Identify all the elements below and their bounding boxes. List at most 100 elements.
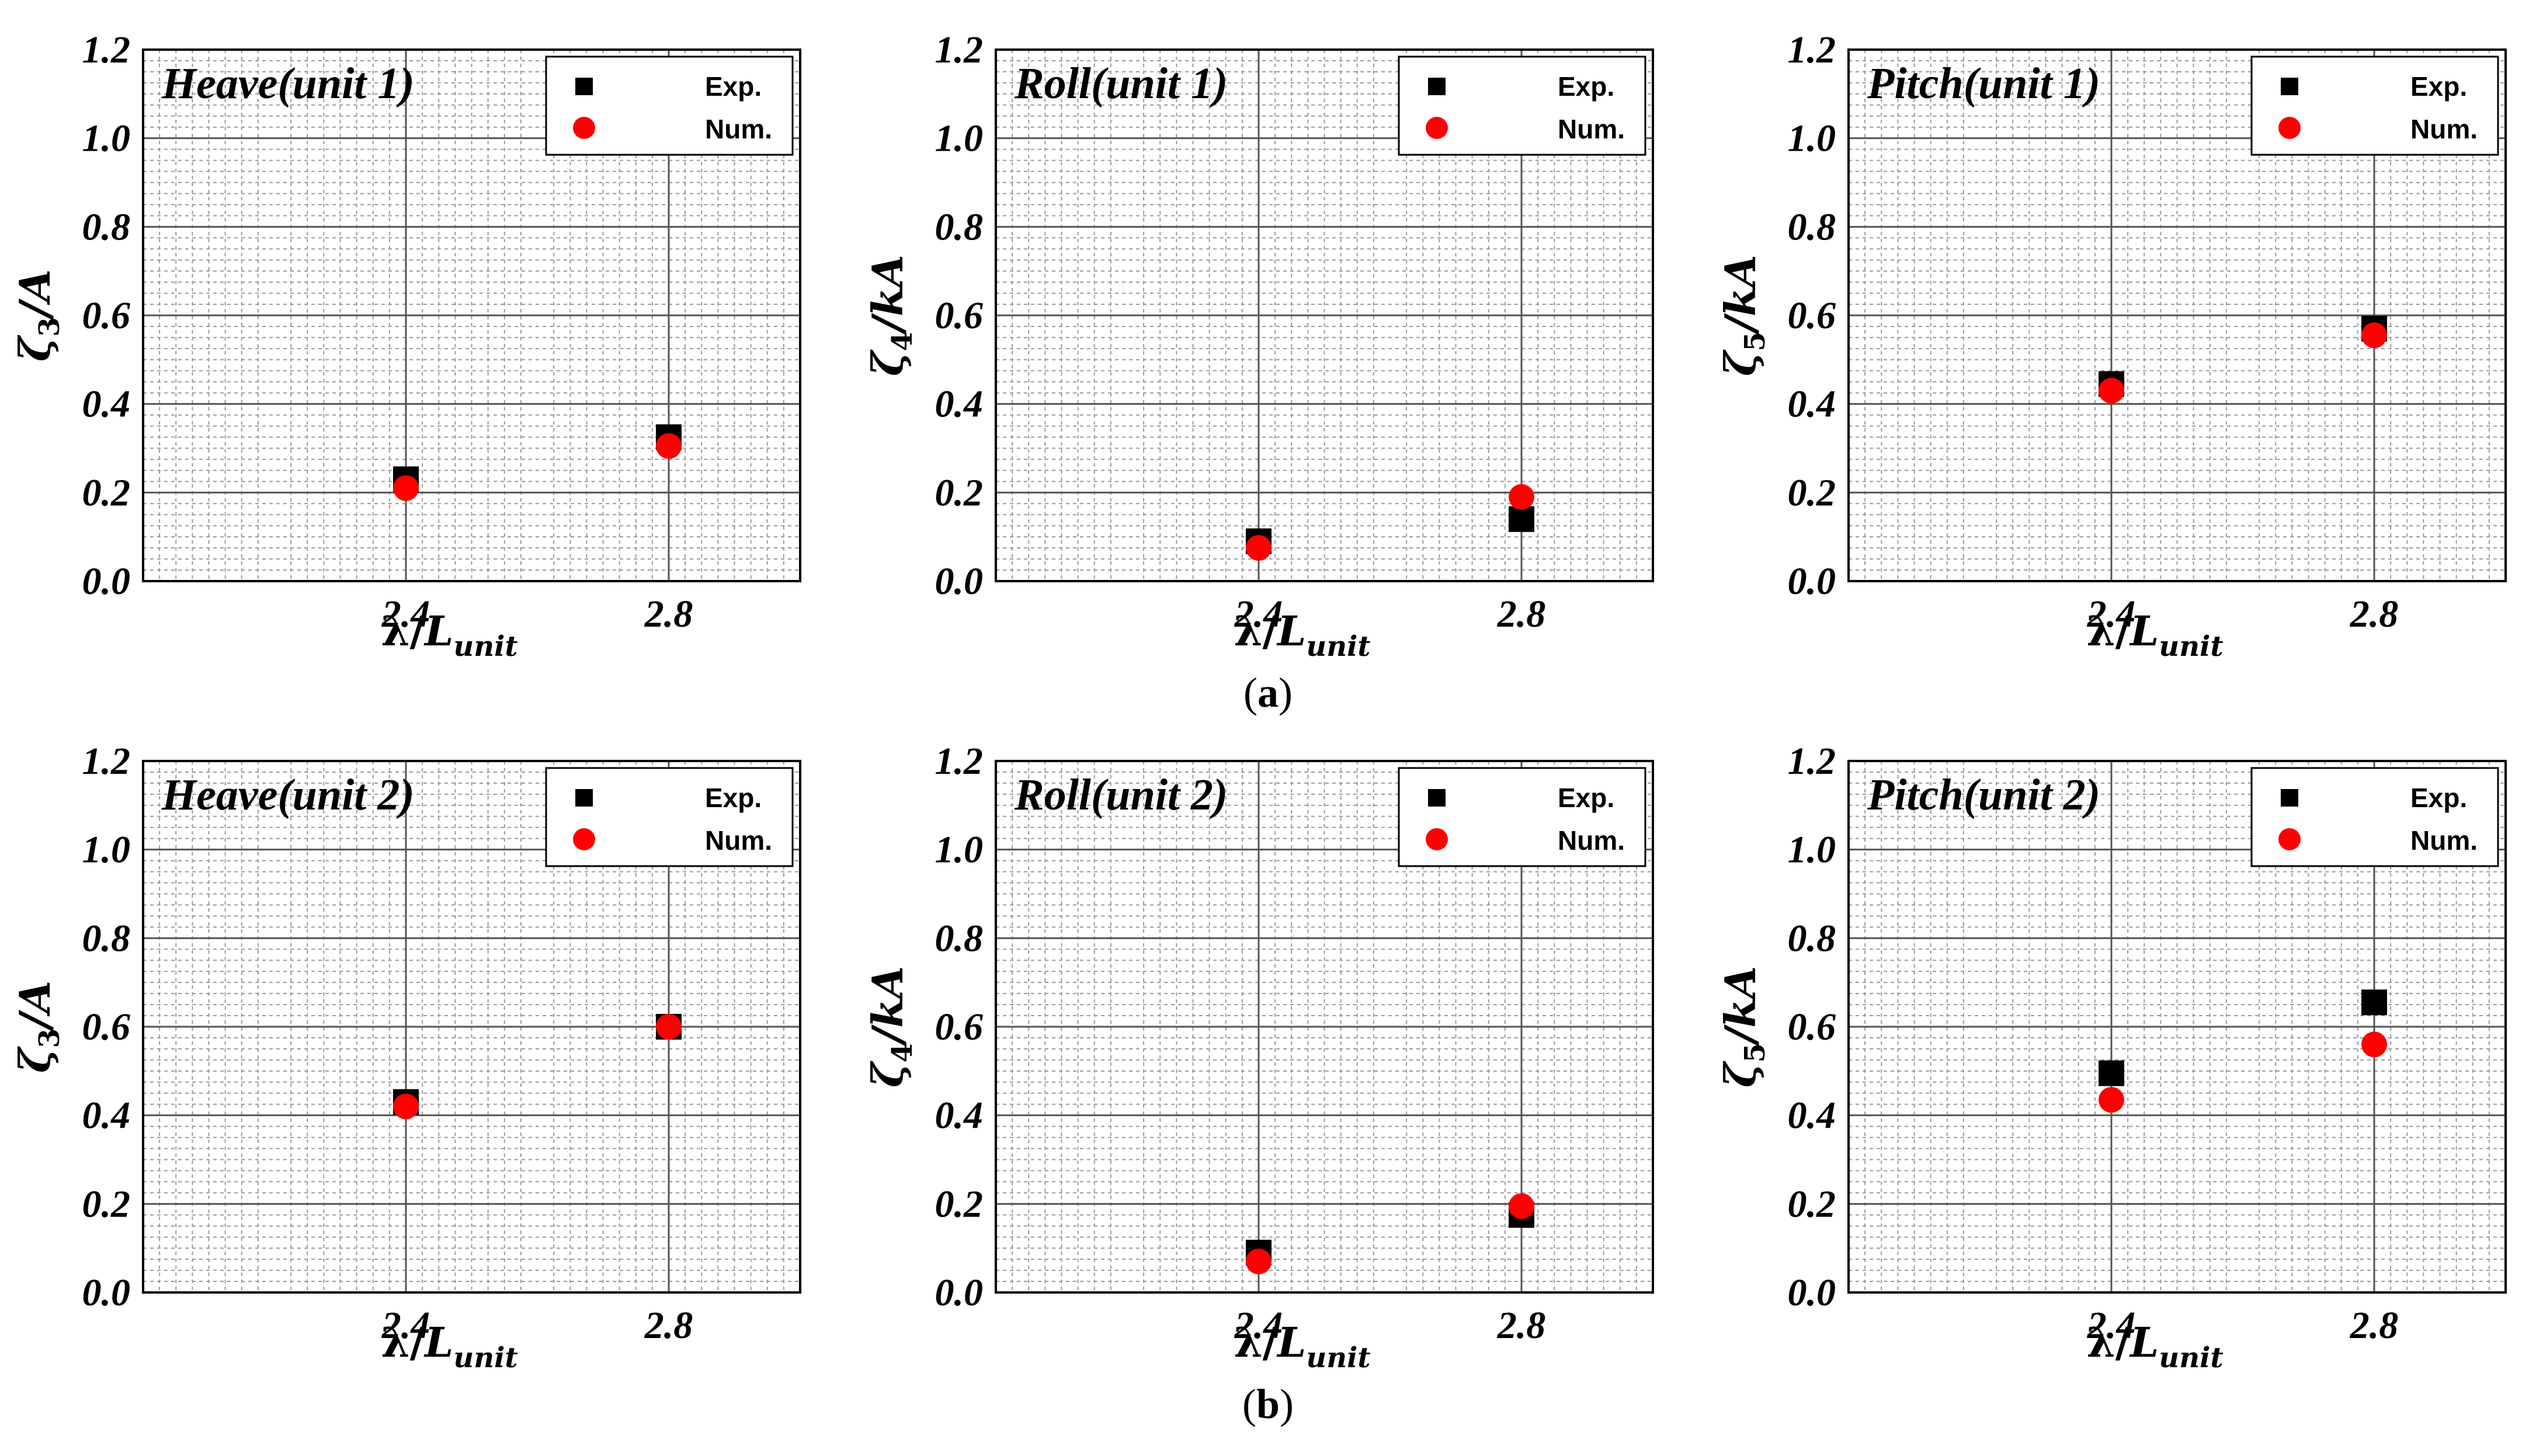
y-tick-label: 0.8 <box>1788 917 1836 960</box>
x-tick-label: 2.8 <box>644 1304 693 1347</box>
data-point-num <box>1509 1193 1534 1219</box>
y-tick-label: 0.4 <box>1788 1094 1836 1137</box>
x-tick-label: 2.8 <box>644 593 693 635</box>
legend-label-num: Num. <box>705 825 772 856</box>
panel-title: Heave(unit 1) <box>161 59 415 108</box>
y-axis-label: ζ3/A <box>10 981 66 1073</box>
legend-marker-num <box>1426 117 1448 139</box>
legend-label-exp: Exp. <box>705 783 762 813</box>
data-point-exp <box>2361 989 2387 1016</box>
data-point-num <box>2099 1087 2124 1113</box>
y-tick-label: 0.4 <box>935 383 984 426</box>
plot-frame <box>142 760 801 1294</box>
y-tick-label: 1.2 <box>82 740 131 783</box>
data-point-num <box>393 1093 419 1120</box>
y-tick-label: 0.0 <box>1788 1271 1836 1314</box>
legend-marker-num <box>573 828 595 850</box>
legend-label-num: Num. <box>705 114 772 144</box>
chart-panel-6: 0.0 0.2 0.4 0.6 0.8 1.0 1.2 2.4 2.8 λ/Lunit ζ5/kA P… <box>1715 740 2507 1374</box>
legend-marker-exp <box>575 78 593 95</box>
x-axis-label: λ/Lunit <box>2087 607 2224 663</box>
x-tick-label: 2.8 <box>1497 1304 1546 1347</box>
x-tick-label: 2.4 <box>2087 1304 2136 1347</box>
legend: Exp. Num. <box>545 767 794 867</box>
plot-frame <box>995 48 1654 582</box>
legend: Exp. Num. <box>545 55 794 156</box>
y-tick-label: 0.2 <box>935 471 984 514</box>
y-tick-label: 0.6 <box>82 294 131 337</box>
caption-a: (a) <box>1243 669 1293 716</box>
data-point-num <box>2361 1031 2387 1058</box>
x-tick-label: 2.4 <box>381 1304 430 1347</box>
x-axis-label: λ/Lunit <box>381 607 518 663</box>
legend-marker-num <box>573 117 595 139</box>
panel-title: Roll(unit 1) <box>1014 59 1228 108</box>
legend: Exp. Num. <box>2250 55 2499 156</box>
y-tick-label: 1.0 <box>82 117 131 160</box>
y-tick-label: 0.6 <box>935 294 984 337</box>
y-tick-label: 0.6 <box>82 1006 131 1048</box>
y-tick-label: 0.4 <box>1788 383 1836 426</box>
x-tick-label: 2.8 <box>1497 593 1546 635</box>
panel-title: Roll(unit 2) <box>1014 770 1228 819</box>
legend-label-num: Num. <box>1558 825 1625 856</box>
y-tick-label: 0.2 <box>82 471 131 514</box>
legend-label-num: Num. <box>1558 114 1625 144</box>
data-point-num <box>1246 535 1272 561</box>
data-point-exp <box>1509 506 1534 532</box>
y-tick-label: 1.2 <box>82 29 131 71</box>
x-tick-label: 2.4 <box>1234 1304 1283 1347</box>
legend-marker-exp <box>575 789 593 807</box>
y-tick-label: 0.4 <box>82 383 131 426</box>
x-axis-label: λ/Lunit <box>1234 607 1371 663</box>
y-tick-label: 0.0 <box>935 560 984 603</box>
plot-frame <box>995 760 1654 1294</box>
y-tick-label: 0.6 <box>1788 1006 1836 1048</box>
y-tick-label: 0.2 <box>82 1183 131 1225</box>
data-point-num <box>1509 484 1534 510</box>
x-axis-label: λ/Lunit <box>1234 1318 1371 1374</box>
legend: Exp. Num. <box>2250 767 2499 867</box>
legend-label-exp: Exp. <box>1558 71 1614 102</box>
legend-marker-num <box>2278 117 2301 139</box>
y-tick-label: 0.8 <box>82 917 131 960</box>
chart-panels: 0.0 0.2 0.4 0.6 0.8 1.0 1.2 2.4 2.8 λ/Lunit ζ3/A He… <box>10 29 2507 1374</box>
panel-title: Pitch(unit 2) <box>1867 770 2100 819</box>
chart-panel-3: 0.0 0.2 0.4 0.6 0.8 1.0 1.2 2.4 2.8 λ/Lunit ζ5/kA P… <box>1715 29 2507 663</box>
x-axis-label: λ/Lunit <box>2087 1318 2224 1374</box>
y-tick-label: 1.0 <box>1788 829 1836 871</box>
legend: Exp. Num. <box>1398 55 1646 156</box>
legend-marker-exp <box>2281 789 2298 807</box>
plot-frame <box>1847 760 2507 1294</box>
y-tick-label: 0.2 <box>1788 471 1836 514</box>
chart-panel-2: 0.0 0.2 0.4 0.6 0.8 1.0 1.2 2.4 2.8 λ/Lunit ζ4/kA R… <box>863 29 1654 663</box>
y-axis-label: ζ5/kA <box>1715 966 1771 1087</box>
y-tick-label: 1.2 <box>1788 740 1836 783</box>
y-tick-label: 1.0 <box>82 829 131 871</box>
legend-label-exp: Exp. <box>705 71 762 102</box>
legend-marker-num <box>2278 828 2301 850</box>
data-point-num <box>656 433 682 459</box>
y-axis-label: ζ4/kA <box>863 966 919 1087</box>
plot-frame <box>1847 48 2507 582</box>
plot-frame <box>142 48 801 582</box>
y-tick-label: 0.6 <box>1788 294 1836 337</box>
legend-label-num: Num. <box>2410 114 2478 144</box>
y-tick-label: 0.0 <box>82 560 131 603</box>
legend-marker-exp <box>1428 78 1446 95</box>
y-tick-label: 0.2 <box>935 1183 984 1225</box>
y-tick-label: 0.4 <box>935 1094 984 1137</box>
y-tick-label: 0.8 <box>82 206 131 248</box>
x-tick-label: 2.4 <box>381 593 430 635</box>
y-tick-label: 1.0 <box>935 117 984 160</box>
data-point-num <box>2361 322 2387 349</box>
panel-title: Heave(unit 2) <box>161 770 415 819</box>
caption-b: (b) <box>1242 1381 1294 1427</box>
data-point-num <box>1246 1248 1272 1274</box>
y-tick-label: 1.2 <box>935 740 984 783</box>
y-tick-label: 0.6 <box>935 1006 984 1048</box>
y-tick-label: 0.8 <box>1788 206 1836 248</box>
legend-label-exp: Exp. <box>2410 783 2467 813</box>
data-point-exp <box>2099 1060 2124 1086</box>
